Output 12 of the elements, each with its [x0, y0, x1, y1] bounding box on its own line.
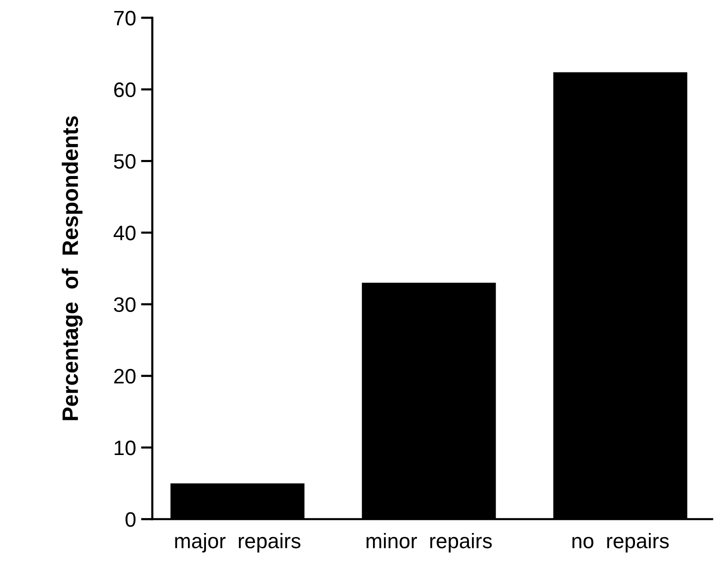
y-tick-label: 20	[114, 368, 136, 384]
y-tick-label: 70	[114, 10, 136, 26]
x-tick-label: no repairs	[572, 533, 669, 552]
y-axis-title: Percentage of Respondents	[62, 116, 83, 420]
y-tick-label: 10	[114, 440, 136, 456]
y-tick-label: 60	[114, 82, 136, 98]
y-tick-label: 30	[114, 297, 136, 312]
x-tick-label: minor repairs	[366, 533, 492, 552]
x-tick-label: major repairs	[175, 533, 300, 552]
y-tick-label: 40	[114, 226, 136, 240]
y-tick-label: 50	[114, 154, 136, 169]
y-tick-label: 0	[126, 512, 136, 527]
